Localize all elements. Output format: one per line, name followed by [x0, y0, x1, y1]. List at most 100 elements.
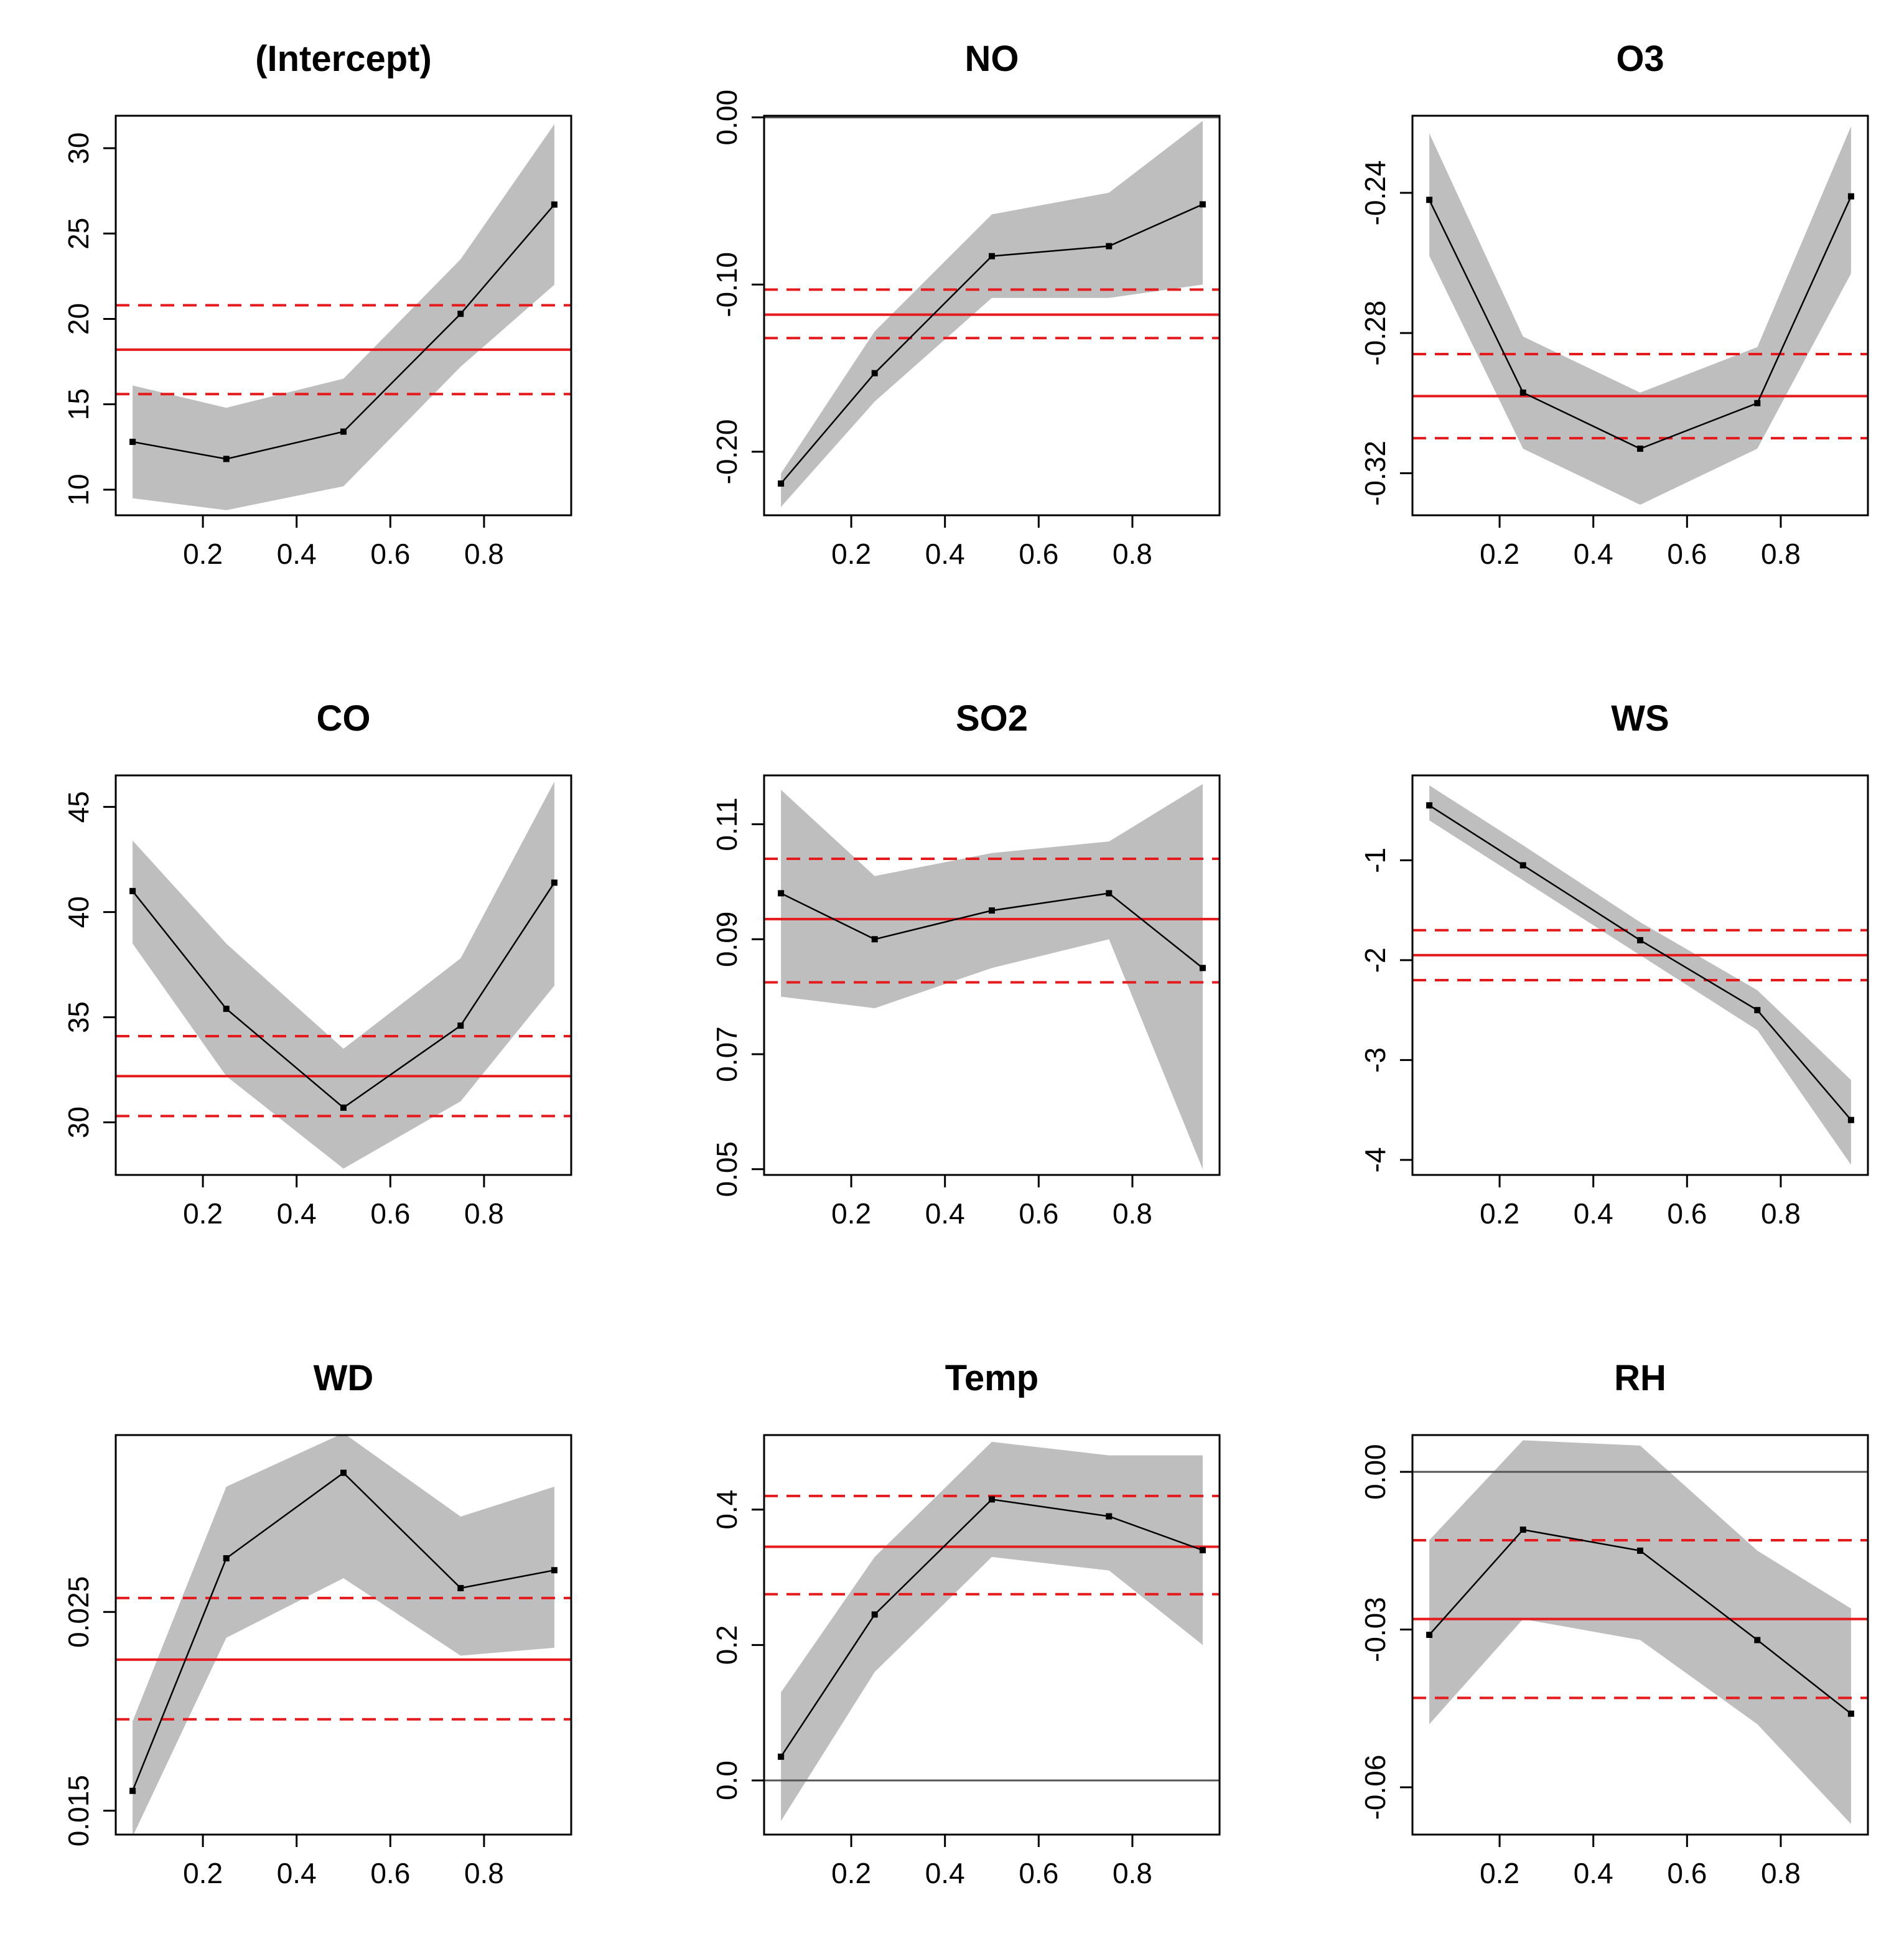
x-tick-label: 0.4 [277, 538, 317, 570]
x-tick-label: 0.2 [183, 1857, 223, 1889]
panel-co: 0.2 0.4 0.6 0.8 30 35 40 45 CO [62, 698, 572, 1230]
coefficient-point [1199, 965, 1206, 971]
y-tick-label: 0.4 [711, 1490, 743, 1530]
coefficient-point [1106, 1513, 1113, 1520]
panel-ws: 0.2 0.4 0.6 0.8 -4 -3 -2 -1 WS [1359, 698, 1869, 1230]
x-tick-label: 0.4 [925, 1857, 965, 1889]
x-tick-label: 0.8 [1113, 538, 1152, 570]
y-tick-label: 0.00 [1359, 1444, 1391, 1500]
x-tick-label: 0.2 [1480, 538, 1519, 570]
x-tick-label: 0.2 [183, 1197, 223, 1230]
confidence-band [781, 1441, 1203, 1822]
panel-temp: 0.2 0.4 0.6 0.8 0.0 0.2 0.4 Temp [711, 1358, 1221, 1889]
x-tick-label: 0.8 [464, 538, 504, 570]
y-tick-label: -0.10 [711, 252, 743, 317]
coefficient-point [551, 201, 558, 208]
coefficient-point [1106, 890, 1113, 897]
coefficient-point [340, 1104, 347, 1111]
y-tick-label: 0.05 [711, 1141, 743, 1197]
x-tick-label: 0.2 [183, 538, 223, 570]
coefficient-point [1426, 1632, 1433, 1638]
confidence-band [1429, 126, 1851, 505]
coefficient-point [551, 879, 558, 886]
coefficient-point [1847, 193, 1854, 200]
coefficient-point [1519, 862, 1526, 869]
y-tick-label: 10 [62, 474, 95, 505]
coefficient-point [1519, 1527, 1526, 1533]
y-tick-label: -4 [1359, 1147, 1391, 1172]
coefficient-point [1637, 937, 1643, 943]
y-tick-label: 0.09 [711, 912, 743, 968]
panel-title: NO [965, 39, 1019, 79]
x-tick-label: 0.8 [1761, 1857, 1801, 1889]
y-tick-label: 0.025 [62, 1576, 95, 1648]
x-tick-label: 0.4 [925, 538, 965, 570]
coefficient-point [871, 936, 878, 943]
x-tick-label: 0.4 [925, 1197, 965, 1230]
x-tick-label: 0.2 [1480, 1857, 1519, 1889]
panel-title: (Intercept) [255, 39, 432, 79]
coefficient-point [457, 1022, 464, 1029]
y-tick-label: 0.11 [711, 797, 743, 851]
plot-area [1412, 785, 1868, 1165]
confidence-band [781, 783, 1203, 1169]
x-tick-label: 0.6 [1019, 1857, 1058, 1889]
coefficient-point [871, 370, 878, 377]
y-tick-label: 20 [62, 303, 95, 335]
coefficient-point [1426, 802, 1433, 809]
x-tick-label: 0.6 [370, 1197, 410, 1230]
plot-area [1412, 126, 1868, 505]
x-tick-label: 0.4 [1574, 1857, 1613, 1889]
x-tick-label: 0.8 [464, 1857, 504, 1889]
panel-title: O3 [1616, 39, 1664, 79]
x-tick-label: 0.6 [1019, 1197, 1058, 1230]
coefficient-point [1754, 1637, 1761, 1644]
x-tick-label: 0.8 [464, 1197, 504, 1230]
y-tick-label: -0.06 [1359, 1755, 1391, 1820]
x-tick-label: 0.4 [277, 1857, 317, 1889]
coefficient-point [1637, 446, 1643, 452]
coefficient-point [1637, 1547, 1643, 1554]
y-tick-label: 45 [62, 791, 95, 823]
y-tick-label: -0.32 [1359, 441, 1391, 506]
plot-area [764, 783, 1220, 1169]
coefficient-point [871, 1611, 878, 1618]
coefficient-point [551, 1567, 558, 1574]
plot-area [116, 1435, 571, 1835]
panel-o3: 0.2 0.4 0.6 0.8 -0.32 -0.28 -0.24 O3 [1359, 39, 1869, 570]
y-tick-label: -0.28 [1359, 301, 1391, 366]
y-tick-label: 0.00 [711, 90, 743, 146]
confidence-band [781, 121, 1203, 507]
y-tick-label: -3 [1359, 1047, 1391, 1073]
panel-title: WD [314, 1358, 374, 1398]
x-tick-label: 0.2 [831, 538, 871, 570]
coefficient-point [778, 1753, 785, 1760]
panel-intercept: 0.2 0.4 0.6 0.8 10 15 20 25 30 (Intercept) [62, 39, 572, 570]
x-tick-label: 0.6 [370, 538, 410, 570]
confidence-band [133, 1435, 554, 1835]
y-tick-label: 0.2 [711, 1625, 743, 1665]
coefficient-point [129, 887, 136, 894]
panel-rh: 0.2 0.4 0.6 0.8 -0.06 -0.03 0.00 RH [1359, 1358, 1869, 1889]
coefficient-point [223, 1555, 230, 1562]
coefficient-point [1199, 1546, 1206, 1553]
panel-no: 0.2 0.4 0.6 0.8 -0.20 -0.10 0.00 NO [711, 39, 1221, 570]
coefficient-point [778, 480, 785, 487]
plot-area [1412, 1440, 1868, 1825]
x-tick-label: 0.2 [831, 1197, 871, 1230]
coefficient-point [989, 1496, 995, 1503]
coefficient-point [1847, 1710, 1854, 1717]
x-tick-label: 0.8 [1113, 1857, 1152, 1889]
x-tick-label: 0.8 [1761, 1197, 1801, 1230]
panel-so2: 0.2 0.4 0.6 0.8 0.05 0.07 0.09 0.11 SO2 [711, 698, 1221, 1230]
coefficient-point [129, 1787, 136, 1794]
y-tick-label: 35 [62, 1001, 95, 1033]
x-tick-label: 0.4 [277, 1197, 317, 1230]
y-tick-label: 40 [62, 896, 95, 928]
y-tick-label: -1 [1359, 848, 1391, 873]
plot-area [116, 782, 571, 1169]
x-tick-label: 0.4 [1574, 1197, 1613, 1230]
plot-area [764, 1441, 1220, 1822]
coefficient-point [457, 311, 464, 317]
